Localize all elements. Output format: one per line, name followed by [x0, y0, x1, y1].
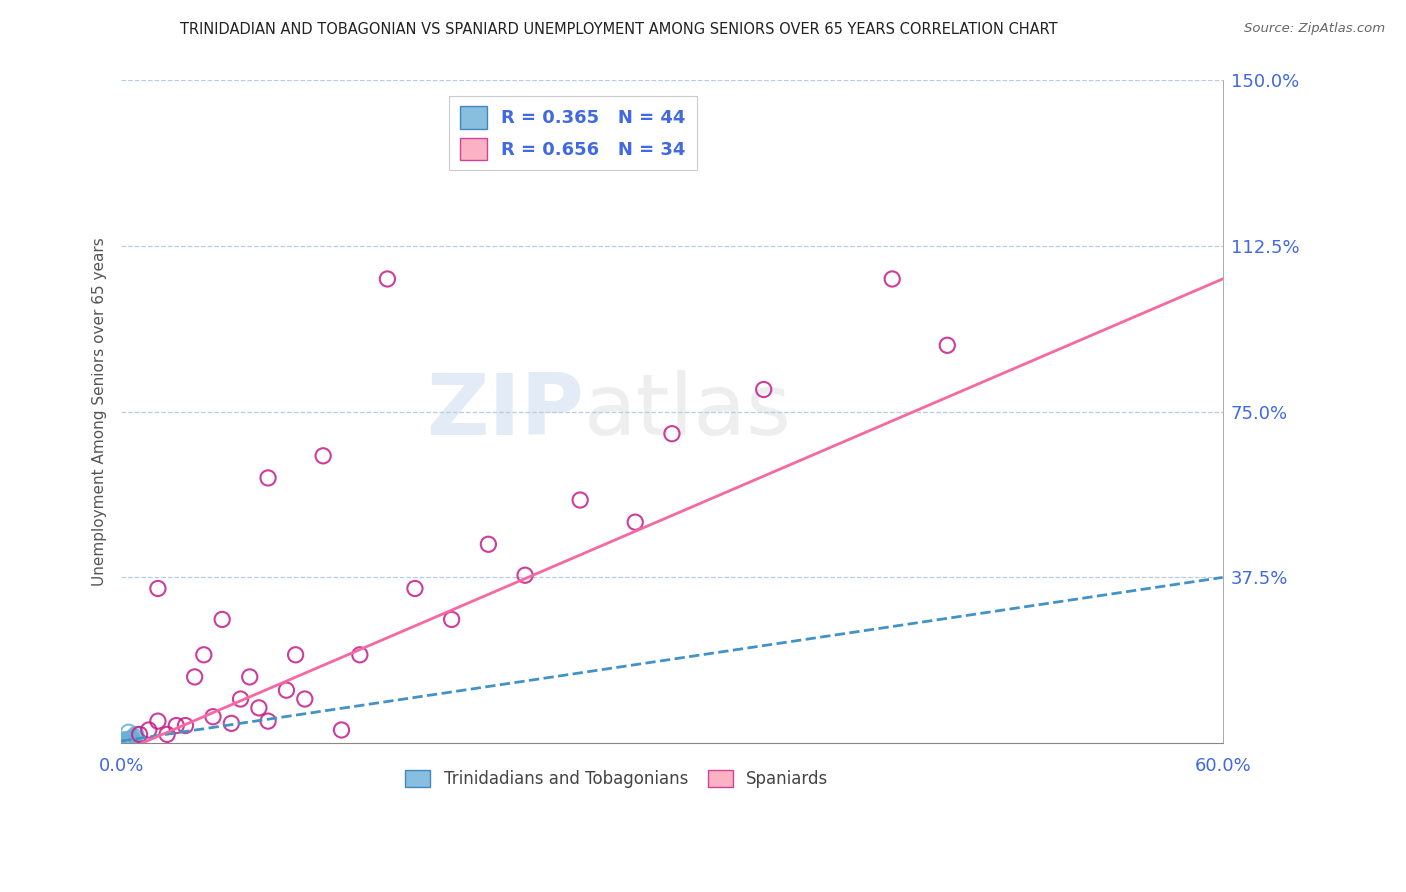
- Point: [156, 727, 179, 741]
- Point: [114, 734, 136, 748]
- Point: [569, 493, 592, 508]
- Point: [117, 733, 139, 747]
- Point: [115, 734, 138, 748]
- Point: [114, 735, 136, 749]
- Point: [114, 732, 136, 747]
- Point: [128, 727, 150, 741]
- Point: [115, 733, 138, 747]
- Point: [312, 449, 335, 463]
- Y-axis label: Unemployment Among Seniors over 65 years: Unemployment Among Seniors over 65 years: [93, 237, 107, 586]
- Point: [117, 732, 139, 747]
- Point: [114, 735, 136, 749]
- Point: [221, 716, 243, 731]
- Point: [114, 735, 136, 749]
- Point: [112, 736, 135, 750]
- Point: [284, 648, 307, 662]
- Point: [112, 734, 135, 748]
- Point: [752, 383, 775, 397]
- Point: [114, 734, 136, 748]
- Point: [247, 701, 270, 715]
- Point: [349, 648, 371, 662]
- Point: [114, 734, 136, 748]
- Point: [121, 731, 143, 745]
- Point: [936, 338, 959, 352]
- Point: [229, 692, 252, 706]
- Point: [112, 736, 135, 750]
- Point: [115, 734, 138, 748]
- Point: [114, 735, 136, 749]
- Point: [115, 734, 138, 748]
- Point: [115, 734, 138, 748]
- Point: [183, 670, 205, 684]
- Point: [117, 725, 139, 739]
- Text: Source: ZipAtlas.com: Source: ZipAtlas.com: [1244, 22, 1385, 36]
- Point: [120, 731, 142, 746]
- Point: [276, 683, 298, 698]
- Point: [174, 718, 197, 732]
- Point: [120, 732, 142, 747]
- Text: 0.0%: 0.0%: [98, 756, 143, 774]
- Point: [440, 612, 463, 626]
- Point: [239, 670, 262, 684]
- Point: [112, 735, 135, 749]
- Point: [513, 568, 536, 582]
- Point: [122, 730, 145, 744]
- Point: [624, 515, 647, 529]
- Point: [120, 732, 142, 747]
- Point: [193, 648, 215, 662]
- Point: [112, 735, 135, 749]
- Point: [377, 272, 399, 286]
- Point: [114, 735, 136, 749]
- Point: [477, 537, 499, 551]
- Text: TRINIDADIAN AND TOBAGONIAN VS SPANIARD UNEMPLOYMENT AMONG SENIORS OVER 65 YEARS : TRINIDADIAN AND TOBAGONIAN VS SPANIARD U…: [180, 22, 1057, 37]
- Point: [120, 731, 142, 746]
- Point: [112, 736, 135, 750]
- Point: [146, 714, 169, 728]
- Point: [294, 692, 316, 706]
- Text: ZIP: ZIP: [426, 370, 583, 453]
- Point: [121, 731, 143, 746]
- Point: [661, 426, 683, 441]
- Point: [115, 733, 138, 747]
- Point: [117, 733, 139, 747]
- Point: [115, 733, 138, 747]
- Point: [112, 735, 135, 749]
- Point: [404, 582, 426, 596]
- Point: [882, 272, 904, 286]
- Point: [112, 735, 135, 749]
- Point: [138, 723, 160, 737]
- Text: atlas: atlas: [583, 370, 792, 453]
- Point: [114, 735, 136, 749]
- Point: [257, 714, 280, 728]
- Legend: Trinidadians and Tobagonians, Spaniards: Trinidadians and Tobagonians, Spaniards: [398, 763, 835, 795]
- Point: [257, 471, 280, 485]
- Point: [115, 734, 138, 748]
- Point: [330, 723, 353, 737]
- Point: [115, 733, 138, 747]
- Point: [165, 718, 187, 732]
- Text: 60.0%: 60.0%: [1194, 756, 1251, 774]
- Point: [146, 582, 169, 596]
- Point: [117, 733, 139, 747]
- Point: [112, 735, 135, 749]
- Point: [117, 733, 139, 747]
- Point: [211, 612, 233, 626]
- Point: [112, 735, 135, 749]
- Point: [201, 709, 224, 723]
- Point: [114, 734, 136, 748]
- Point: [125, 727, 148, 741]
